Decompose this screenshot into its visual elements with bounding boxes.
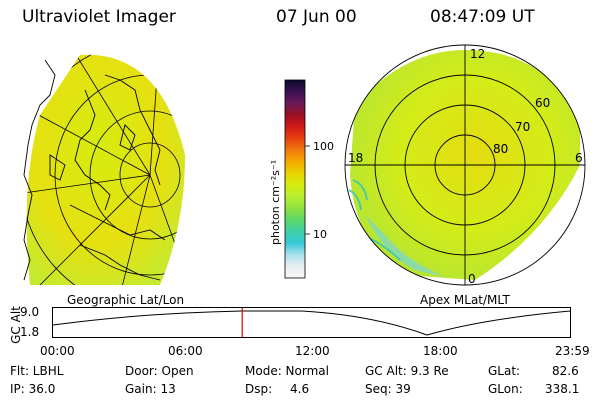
color-bar: 100 10 photon cm⁻²s⁻¹: [269, 79, 334, 279]
mlt-label-18: 18: [348, 151, 363, 165]
orbit-altitude-curve: [52, 310, 571, 336]
colorbar-tick-100: 100: [313, 140, 334, 153]
seq-info: Seq: 39: [365, 382, 411, 396]
lat-label-80: 80: [493, 142, 508, 156]
timeline-x-tick-1200: 12:00: [295, 344, 330, 358]
left-emission-disk: [26, 54, 185, 285]
gain-info: Gain: 13: [125, 382, 176, 396]
gcalt-info: GC Alt: 9.3 Re: [365, 364, 449, 378]
coastlines: [23, 59, 166, 281]
dsp-value: 4.6: [290, 382, 310, 396]
glon-value: 338.1: [545, 382, 580, 396]
polar-grid: [344, 44, 586, 286]
glat-value: 82.6: [552, 364, 579, 378]
mlt-label-0: 0: [468, 272, 476, 286]
polar-caption: Apex MLat/MLT: [420, 293, 510, 307]
header-time: 08:47:09 UT: [430, 7, 535, 27]
filter-info: Flt: LBHL: [10, 364, 64, 378]
mlt-label-6: 6: [575, 151, 583, 165]
lat-label-70: 70: [515, 120, 530, 134]
glat-label: GLat:: [488, 364, 521, 378]
dsp-label: Dsp:: [245, 382, 273, 396]
door-info: Door: Open: [125, 364, 194, 378]
timeline-x-tick-0600: 06:00: [168, 344, 203, 358]
timeline-plot: [52, 307, 571, 338]
timeline-x-tick-1800: 18:00: [423, 344, 458, 358]
lat-label-60: 60: [535, 96, 550, 110]
timeline-x-tick-0000: 00:00: [40, 344, 75, 358]
colorbar-tick-10: 10: [313, 228, 327, 241]
header-date: 07 Jun 00: [276, 7, 357, 27]
mode-info: Mode: Normal: [245, 364, 329, 378]
color-bar-gradient: [284, 79, 306, 279]
app-title: Ultraviolet Imager: [22, 7, 176, 27]
colorbar-unit-label: photon cm⁻²s⁻¹: [269, 160, 282, 245]
polar-map: 12 18 6 0 60 70 80: [344, 44, 586, 286]
timeline-x-tick-2359: 23:59: [555, 344, 590, 358]
ip-info: IP: 36.0: [10, 382, 56, 396]
timeline-y-tick-min: 1.8: [20, 325, 40, 339]
geographic-map: [23, 54, 185, 285]
mlt-label-12: 12: [470, 47, 485, 61]
glon-label: GLon:: [488, 382, 523, 396]
geographic-caption: Geographic Lat/Lon: [67, 293, 185, 307]
timeline-y-tick-max: 9.0: [20, 305, 40, 319]
